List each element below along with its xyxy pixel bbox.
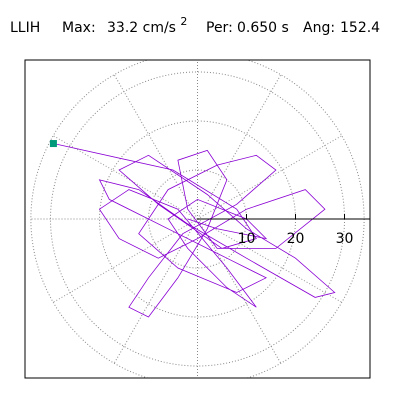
spoke [197,218,343,303]
spoke [113,218,198,364]
max-label: Max: [62,20,96,36]
per-label: Per: [206,20,233,36]
ang-label: Ang: [303,20,335,36]
max-exp: 2 [180,15,187,28]
per-value: 0.650 s [237,20,289,36]
spoke [197,218,282,364]
r-tick-label: 10 [238,231,256,247]
station: LLIH [10,20,40,36]
spoke [197,74,282,220]
r-tick-label: 30 [336,231,354,247]
orbit-line [53,143,336,318]
spoke [197,135,343,220]
r-tick-label: 20 [287,231,305,247]
chart-title: LLIH Max: 33.2 cm/s 2 Per: 0.650 s Ang: … [10,13,380,36]
spoke [113,74,198,220]
spoke [52,218,198,303]
spoke [52,135,198,220]
ang-value: 152.4 [340,20,380,36]
max-value: 33.2 cm/s [107,20,176,36]
max-marker [49,140,57,148]
